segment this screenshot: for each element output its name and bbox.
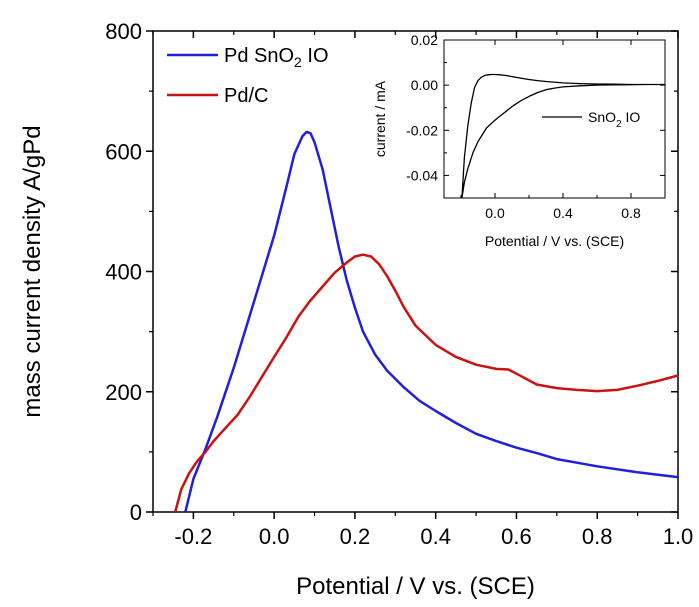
main-plot: -0.2 0.0 0.2 0.4 0.6 0.8 1.0 0 200 400 600 800 Pot…	[19, 19, 693, 600]
legend: Pd SnO2 IO Pd/C	[167, 45, 329, 107]
inset-x-ticks: 0.0 0.4 0.8	[460, 40, 666, 221]
inset-legend-label-0: SnO2 IO	[588, 109, 640, 130]
inset-y-ticks: 0.02 0.00 -0.02 -0.04	[406, 32, 665, 183]
y-tick-label: 800	[105, 19, 142, 44]
inset-x-tick-label: 0.8	[621, 205, 641, 221]
main-y-ticks: 0 200 400 600 800	[105, 19, 678, 525]
x-tick-label: 0.8	[582, 524, 613, 549]
x-tick-label: 0.6	[501, 524, 532, 549]
inset-y-tick-label: -0.02	[406, 122, 438, 138]
inset-y-axis-title: current / mA	[372, 80, 388, 157]
main-series-group	[173, 130, 679, 513]
inset-legend: SnO2 IO	[542, 109, 640, 130]
x-tick-label: 0.0	[259, 524, 290, 549]
main-x-ticks: -0.2 0.0 0.2 0.4 0.6 0.8 1.0	[152, 31, 694, 549]
x-axis-title: Potential / V vs. (SCE)	[296, 573, 535, 600]
y-tick-label: 600	[105, 139, 142, 164]
y-tick-label: 200	[105, 380, 142, 405]
x-tick-label: 1.0	[663, 524, 694, 549]
inset-y-tick-label: 0.02	[411, 32, 438, 48]
legend-label-1: Pd/C	[224, 85, 268, 107]
legend-label-0: Pd SnO2 IO	[224, 45, 329, 70]
y-tick-label: 400	[105, 260, 142, 285]
inset-plot: 0.0 0.4 0.8 0.02 0.00 -0.02 -0.04 Potential /…	[372, 32, 666, 249]
x-tick-label: 0.2	[340, 524, 371, 549]
inset-x-tick-label: 0.0	[485, 205, 505, 221]
main-series-line-0	[184, 130, 679, 513]
y-tick-label: 0	[130, 500, 142, 525]
inset-x-axis-title: Potential / V vs. (SCE)	[485, 233, 624, 249]
inset-y-tick-label: 0.00	[411, 77, 438, 93]
inset-x-tick-label: 0.4	[553, 205, 573, 221]
inset-y-tick-label: -0.04	[406, 167, 438, 183]
inset-series-line-0	[461, 73, 665, 198]
inset-series-group	[461, 73, 665, 198]
y-axis-title: mass current density A/gPd	[19, 125, 46, 417]
main-series-line-1	[173, 253, 679, 513]
x-tick-label: 0.4	[420, 524, 451, 549]
inset-plot-frame	[443, 39, 666, 199]
x-tick-label: -0.2	[174, 524, 212, 549]
